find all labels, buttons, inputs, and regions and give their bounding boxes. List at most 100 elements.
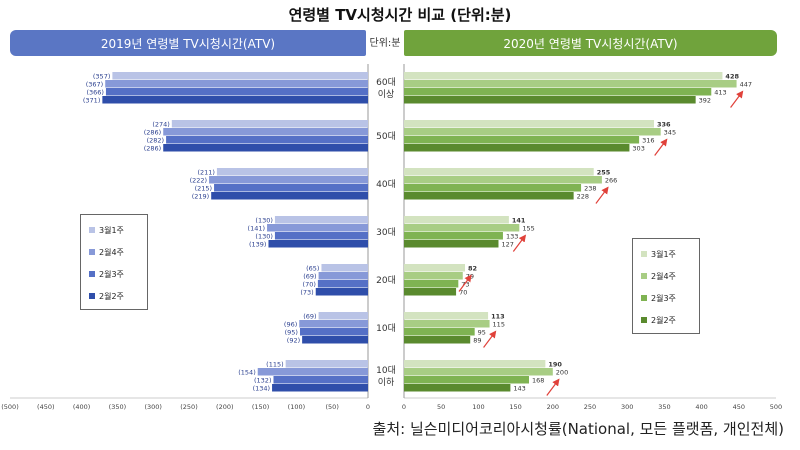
increase-arrow	[483, 330, 497, 348]
left-data-label: (222)	[190, 177, 207, 185]
right-bar	[404, 328, 475, 336]
right-data-label: 238	[584, 185, 596, 193]
left-bar	[163, 144, 368, 152]
right-legend-item: 2월4주	[641, 265, 691, 287]
left-tick-label: (400)	[73, 403, 90, 411]
left-data-label: (274)	[152, 121, 169, 129]
left-data-label: (96)	[284, 321, 297, 329]
left-legend-label: 2월4주	[99, 247, 124, 257]
right-bar	[404, 232, 503, 240]
right-tick-label: 100	[472, 403, 484, 411]
right-bar	[404, 192, 574, 200]
left-data-label: (73)	[300, 289, 313, 297]
left-tick-label: (100)	[288, 403, 305, 411]
left-data-label: (69)	[303, 313, 316, 321]
right-data-label: 95	[478, 329, 486, 337]
right-legend-swatch	[641, 273, 647, 279]
left-data-label: (366)	[86, 89, 103, 97]
right-data-label: 303	[632, 145, 644, 153]
left-data-label: (286)	[144, 129, 161, 137]
increase-arrow	[654, 138, 668, 156]
right-data-label: 190	[548, 361, 562, 369]
category-label: 60대	[376, 77, 396, 88]
right-bar	[404, 88, 712, 96]
left-bar	[272, 384, 368, 392]
right-data-label: 168	[532, 377, 544, 385]
left-bar	[318, 312, 368, 320]
left-tick-label: (250)	[180, 403, 197, 411]
left-bar	[105, 88, 368, 96]
right-legend-swatch	[641, 317, 647, 323]
right-legend-label: 2월4주	[651, 271, 676, 281]
left-tick-label: (450)	[37, 403, 54, 411]
left-legend-swatch	[89, 227, 95, 233]
right-bars: 4284474133923363453163032552662382281411…	[404, 72, 752, 393]
right-tick-label: 350	[658, 403, 670, 411]
left-data-label: (357)	[93, 73, 110, 81]
right-panel-title: 2020년 연령별 TV시청시간(ATV)	[404, 30, 777, 56]
right-tick-label: 500	[770, 403, 782, 411]
right-bar	[404, 184, 582, 192]
right-bar	[404, 80, 737, 88]
category-label: 10대	[376, 323, 396, 334]
right-bar	[404, 216, 509, 224]
right-data-label: 133	[506, 233, 518, 241]
left-data-label: (141)	[248, 225, 265, 233]
increase-arrow	[546, 378, 560, 396]
right-data-label: 447	[740, 81, 752, 89]
right-data-label: 345	[664, 129, 676, 137]
left-legend-swatch	[89, 293, 95, 299]
left-legend-swatch	[89, 271, 95, 277]
left-data-label: (371)	[83, 97, 100, 105]
category-label: 40대	[376, 179, 396, 190]
increase-arrow	[730, 90, 744, 108]
right-tick-label: 400	[695, 403, 707, 411]
increase-arrow	[512, 234, 527, 252]
right-tick-label: 450	[733, 403, 745, 411]
left-bar	[273, 376, 368, 384]
left-legend-item: 2월4주	[89, 241, 139, 263]
left-data-label: (154)	[238, 369, 255, 377]
right-legend-label: 2월3주	[651, 293, 676, 303]
right-bar	[404, 336, 471, 344]
left-bar	[163, 128, 368, 136]
right-data-label: 228	[577, 193, 589, 201]
right-bar	[404, 280, 459, 288]
left-legend-swatch	[89, 249, 95, 255]
right-bar	[404, 312, 489, 320]
right-tick-labels: 0 50 100 150 200 250 300 350 400 450 500	[402, 403, 782, 411]
left-legend-item: 2월2주	[89, 285, 139, 307]
right-legend-label: 3월1주	[651, 249, 676, 259]
right-data-label: 336	[657, 121, 671, 129]
right-bar	[404, 272, 463, 280]
left-bar	[302, 336, 368, 344]
increase-arrow	[595, 186, 609, 204]
left-data-label: (130)	[255, 233, 272, 241]
left-data-label: (132)	[254, 377, 271, 385]
right-data-label: 127	[501, 241, 513, 249]
left-data-label: (65)	[306, 265, 319, 273]
category-label: 30대	[376, 227, 396, 238]
left-data-label: (286)	[144, 145, 161, 153]
left-legend-label: 3월1주	[99, 225, 124, 235]
right-legend: 3월1주 2월4주 2월3주 2월2주	[632, 238, 700, 334]
left-data-label: (70)	[303, 281, 316, 289]
left-data-label: (139)	[249, 241, 266, 249]
right-bar	[404, 320, 490, 328]
chart-area: (357)(367)(366)(371)(274)(286)(282)(286)…	[1, 64, 782, 411]
left-bar	[321, 264, 368, 272]
right-bar	[404, 240, 499, 248]
right-data-label: 316	[642, 137, 654, 145]
left-tick-label: (150)	[252, 403, 269, 411]
right-bar	[404, 376, 529, 384]
right-legend-swatch	[641, 295, 647, 301]
left-data-label: (134)	[253, 385, 270, 393]
right-bar	[404, 176, 602, 184]
right-data-label: 413	[714, 89, 726, 97]
right-bar	[404, 128, 661, 136]
right-tick-label: 150	[509, 403, 521, 411]
left-tick-label: (300)	[144, 403, 161, 411]
right-data-label: 89	[473, 337, 481, 345]
right-data-label: 143	[513, 385, 525, 393]
